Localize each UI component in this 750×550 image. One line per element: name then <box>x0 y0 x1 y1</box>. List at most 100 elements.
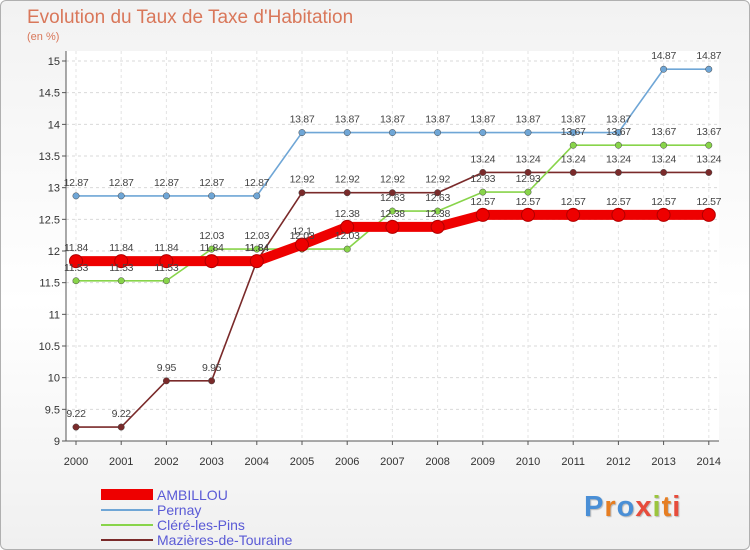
data-label-clere-les-pins: 13.67 <box>561 126 586 138</box>
legend-item-mazieres-de-touraine: Mazières-de-Touraine <box>101 532 292 548</box>
data-label-clere-les-pins: 12.03 <box>290 230 315 242</box>
x-tick-label: 2001 <box>109 456 133 468</box>
data-label-pernay: 13.87 <box>470 114 495 126</box>
data-point-pernay <box>705 65 713 73</box>
data-label-pernay: 13.87 <box>425 114 450 126</box>
y-tick-label: 15 <box>48 56 60 68</box>
data-point-ambillou <box>566 207 581 222</box>
legend-item-ambillou: AMBILLOU <box>101 487 292 503</box>
y-tick-label: 11 <box>49 309 60 321</box>
data-point-mazieres-de-touraine <box>479 169 487 176</box>
data-point-ambillou <box>340 219 355 234</box>
data-point-ambillou <box>611 207 626 222</box>
data-label-pernay: 12.87 <box>199 177 224 189</box>
y-tick-label: 14.5 <box>39 88 60 100</box>
data-point-pernay <box>434 129 442 137</box>
data-label-mazieres-de-touraine: 12.92 <box>290 174 315 186</box>
data-label-ambillou: 12.57 <box>696 196 721 208</box>
axes: 9 9.5 10 10.5 11 11.5 12 12.5 13 13.5 14 14.5 15 2000… <box>39 51 721 468</box>
y-tick-label: 13.5 <box>39 151 60 163</box>
data-label-pernay: 14.87 <box>651 50 676 62</box>
data-label-clere-les-pins: 11.53 <box>64 262 88 274</box>
data-label-clere-les-pins: 11.53 <box>154 262 178 274</box>
data-label-mazieres-de-touraine: 12.92 <box>380 174 405 186</box>
y-tick-label: 10.5 <box>39 341 60 353</box>
data-label-mazieres-de-touraine: 12.92 <box>335 174 360 186</box>
data-point-pernay <box>569 129 577 137</box>
data-label-clere-les-pins: 12.03 <box>199 230 224 242</box>
data-point-ambillou <box>114 254 129 269</box>
data-point-ambillou <box>656 207 671 222</box>
legend-swatch-clere-les-pins <box>101 523 153 526</box>
data-label-clere-les-pins: 13.67 <box>606 126 631 138</box>
data-point-ambillou <box>69 254 83 269</box>
logo-letter: t <box>661 491 673 523</box>
data-label-clere-les-pins: 12.03 <box>335 230 360 242</box>
data-label-pernay: 13.87 <box>606 114 631 126</box>
data-point-mazieres-de-touraine <box>162 377 170 385</box>
data-label-mazieres-de-touraine: 9.22 <box>112 408 132 420</box>
data-label-clere-les-pins: 12.93 <box>516 173 541 185</box>
data-label-ambillou: 12.57 <box>651 196 676 208</box>
data-point-pernay <box>253 192 261 200</box>
x-tick-label: 2006 <box>335 456 359 468</box>
data-point-mazieres-de-touraine <box>343 189 351 197</box>
data-label-ambillou: 11.84 <box>245 242 269 254</box>
data-label-pernay: 13.87 <box>290 114 315 126</box>
data-label-mazieres-de-touraine: 13.24 <box>516 153 541 165</box>
x-tick-label: 2014 <box>697 456 721 468</box>
legend-swatch-mazieres-de-touraine <box>101 538 153 541</box>
data-label-mazieres-de-touraine: 13.24 <box>470 153 495 165</box>
data-label-pernay: 12.87 <box>109 177 134 189</box>
data-point-pernay <box>117 192 125 200</box>
data-point-ambillou <box>475 207 490 222</box>
data-label-ambillou: 11.84 <box>64 242 88 254</box>
data-point-mazieres-de-touraine <box>434 189 442 197</box>
data-label-clere-les-pins: 12.93 <box>470 173 495 185</box>
x-tick-label: 2011 <box>561 456 585 468</box>
data-label-ambillou: 11.84 <box>109 242 133 254</box>
data-label-pernay: 13.87 <box>561 114 586 126</box>
data-label-pernay: 13.87 <box>516 114 541 126</box>
legend-item-pernay: Pernay <box>101 502 292 518</box>
x-tick-label: 2010 <box>516 456 540 468</box>
data-point-pernay <box>343 129 351 137</box>
data-label-ambillou: 12.1 <box>292 226 312 238</box>
y-tick-label: 11.5 <box>39 278 60 290</box>
x-tick-label: 2004 <box>245 456 269 468</box>
data-point-clere-les-pins <box>569 141 577 149</box>
data-label-pernay: 13.87 <box>380 114 405 126</box>
data-point-pernay <box>388 129 396 137</box>
data-point-mazieres-de-touraine <box>660 169 668 176</box>
data-label-ambillou: 12.38 <box>380 208 405 220</box>
data-point-mazieres-de-touraine <box>614 169 622 176</box>
data-label-clere-les-pins: 12.03 <box>244 230 269 242</box>
x-tick-label: 2005 <box>290 456 314 468</box>
data-point-mazieres-de-touraine <box>72 423 80 431</box>
data-label-mazieres-de-touraine: 12.92 <box>425 174 450 186</box>
data-point-pernay <box>614 129 622 137</box>
x-tick-label: 2012 <box>606 456 630 468</box>
data-point-ambillou <box>159 254 174 269</box>
data-point-ambillou <box>701 207 716 222</box>
logo-letter: i <box>672 491 682 523</box>
logo-letter: P <box>584 491 605 523</box>
data-label-ambillou: 12.38 <box>335 208 360 220</box>
data-point-mazieres-de-touraine <box>208 377 216 385</box>
x-tick-label: 2013 <box>651 456 675 468</box>
logo-letter: r <box>604 491 617 523</box>
y-tick-label: 12 <box>48 246 60 258</box>
series-group <box>69 65 716 431</box>
data-point-clere-les-pins <box>343 245 351 253</box>
data-point-ambillou <box>385 219 400 234</box>
data-point-ambillou <box>249 254 264 269</box>
data-label-ambillou: 12.57 <box>470 196 495 208</box>
data-point-clere-les-pins <box>434 207 442 215</box>
data-point-mazieres-de-touraine <box>117 423 125 431</box>
data-label-mazieres-de-touraine: 9.22 <box>66 408 86 420</box>
legend-item-clere-les-pins: Cléré-les-Pins <box>101 517 292 533</box>
x-tick-label: 2000 <box>64 456 88 468</box>
data-label-ambillou: 12.38 <box>425 208 450 220</box>
data-label-mazieres-de-touraine: 9.95 <box>157 362 177 374</box>
data-point-mazieres-de-touraine <box>524 169 532 176</box>
